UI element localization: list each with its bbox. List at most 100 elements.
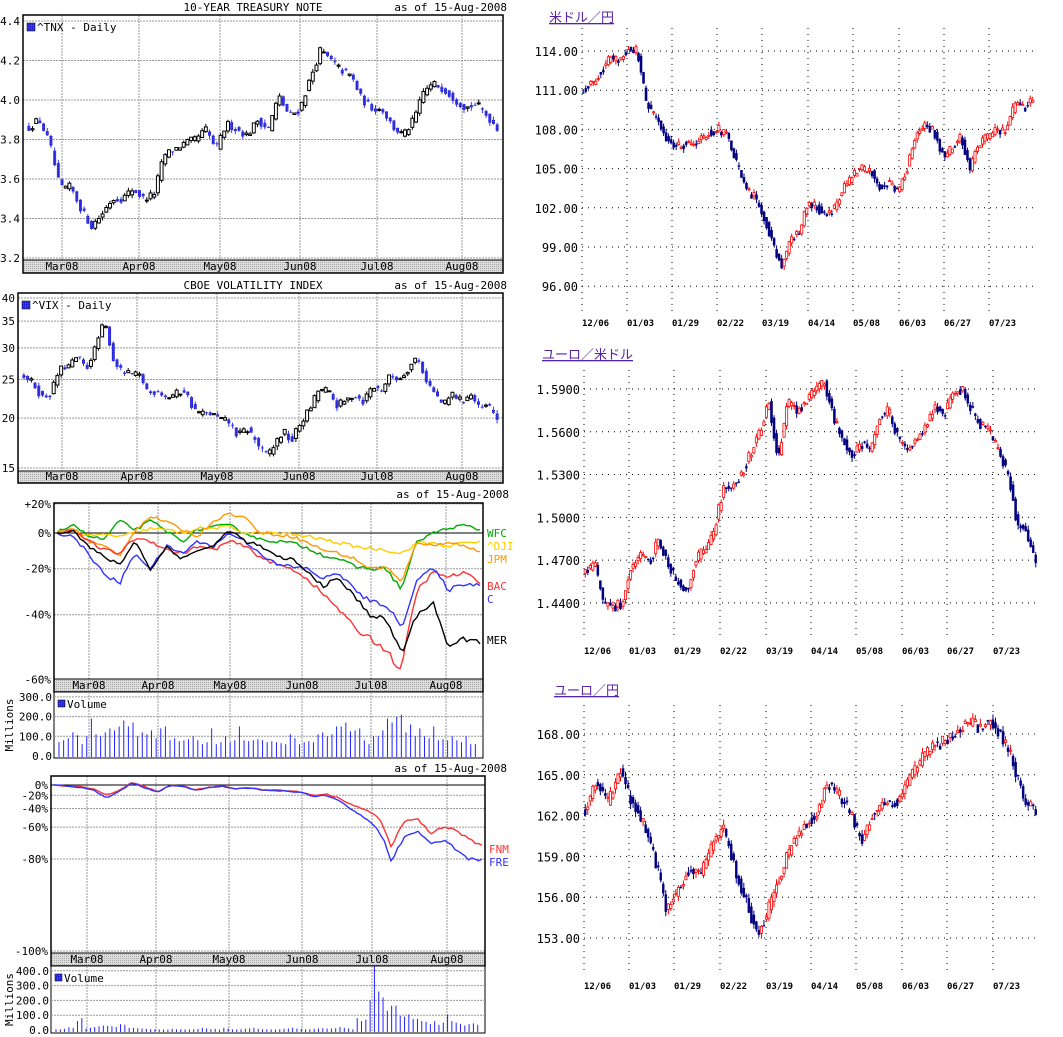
- candle: [958, 727, 962, 738]
- candle: [722, 129, 726, 137]
- candle: [735, 482, 738, 487]
- candle: [745, 893, 748, 903]
- candle-body: [480, 406, 484, 408]
- banks-month-label: Jun08: [285, 679, 318, 692]
- candle-body: [211, 135, 215, 145]
- eurjpy-date-label: 01/29: [674, 982, 701, 992]
- candle: [286, 430, 290, 444]
- candle-body: [754, 436, 758, 444]
- candle-body: [469, 104, 473, 108]
- candle-body: [115, 359, 119, 367]
- candle-body: [662, 126, 665, 134]
- candle: [930, 125, 934, 130]
- candle: [852, 167, 856, 178]
- candle: [381, 108, 385, 115]
- candle-body: [958, 729, 962, 733]
- candle-body: [702, 862, 706, 876]
- candle-body: [795, 231, 799, 235]
- candle: [729, 487, 733, 492]
- usdjpy-date-label: 03/19: [762, 319, 789, 329]
- candle-body: [891, 805, 894, 807]
- eurjpy-title[interactable]: ユーロ／円: [554, 684, 619, 699]
- volume-ytick-label: 300.0: [19, 691, 52, 704]
- candle: [126, 187, 131, 198]
- candle-body: [991, 719, 995, 729]
- candle: [697, 137, 701, 145]
- candle-body: [583, 569, 587, 574]
- candle-body: [785, 250, 789, 259]
- candle-body: [752, 447, 756, 454]
- candle: [687, 866, 690, 877]
- candle: [958, 386, 962, 395]
- candle-body: [100, 213, 105, 218]
- candle: [710, 126, 713, 137]
- candle-body: [775, 884, 779, 894]
- candle-body: [1026, 105, 1029, 107]
- candle-body: [767, 901, 771, 919]
- banks-date-axis: [53, 678, 484, 693]
- eurusd-title-link[interactable]: ユーロ／米ドル: [542, 348, 633, 363]
- candle: [737, 874, 741, 887]
- candle: [752, 447, 756, 455]
- candle-body: [780, 442, 784, 456]
- candle-body: [983, 134, 987, 142]
- candle: [888, 177, 892, 182]
- candle-body: [222, 130, 227, 138]
- candle-body: [71, 187, 75, 192]
- candle: [863, 830, 867, 841]
- candle: [465, 106, 470, 112]
- legend-label-fnm: FNM: [489, 843, 509, 856]
- candle: [669, 135, 673, 145]
- candle-body: [338, 399, 343, 407]
- candle: [682, 584, 685, 592]
- candle-body: [999, 729, 1002, 732]
- candle: [1011, 103, 1015, 121]
- candle: [1021, 100, 1025, 106]
- candle-body: [908, 154, 912, 167]
- tnx-date-axis: [22, 259, 504, 274]
- candle: [171, 151, 175, 156]
- candle-body: [391, 376, 395, 378]
- candle-body: [245, 431, 250, 434]
- candle: [144, 196, 149, 204]
- candle-body: [953, 735, 957, 738]
- candle-body: [446, 397, 451, 406]
- candle: [619, 57, 623, 61]
- candle-body: [1004, 459, 1007, 466]
- vix-month-label: Jun08: [282, 470, 315, 483]
- candle-body: [981, 137, 985, 145]
- candle-body: [33, 382, 37, 389]
- candle: [923, 120, 927, 132]
- candle: [299, 101, 304, 112]
- candle: [405, 371, 410, 377]
- candle: [234, 427, 238, 439]
- candle-body: [126, 370, 131, 374]
- candle: [714, 522, 718, 537]
- usdjpy-title[interactable]: 米ドル／円: [549, 11, 614, 26]
- candle-body: [586, 806, 590, 811]
- candle: [815, 204, 819, 213]
- candle: [336, 63, 341, 69]
- candle: [654, 538, 658, 558]
- candle: [724, 129, 728, 135]
- eurjpy-title-link[interactable]: ユーロ／円: [554, 684, 619, 699]
- candle: [767, 898, 771, 922]
- legend-swatch: [21, 300, 31, 310]
- candle-body: [357, 395, 361, 399]
- eurusd-title[interactable]: ユーロ／米ドル: [542, 348, 633, 363]
- candle-body: [961, 386, 965, 392]
- candle-body: [417, 360, 421, 362]
- candle: [948, 394, 952, 409]
- candle: [666, 903, 670, 915]
- candle-body: [644, 824, 647, 834]
- usdjpy-title-link[interactable]: 米ドル／円: [549, 11, 614, 26]
- candle: [237, 125, 241, 132]
- candle-body: [885, 406, 889, 417]
- candle: [712, 527, 716, 542]
- eurjpy-date-label: 06/03: [902, 982, 929, 992]
- candle: [790, 400, 794, 411]
- banks-ytick-label: -20%: [25, 563, 52, 576]
- candle: [978, 145, 982, 149]
- candle: [115, 196, 119, 202]
- candle: [802, 401, 806, 407]
